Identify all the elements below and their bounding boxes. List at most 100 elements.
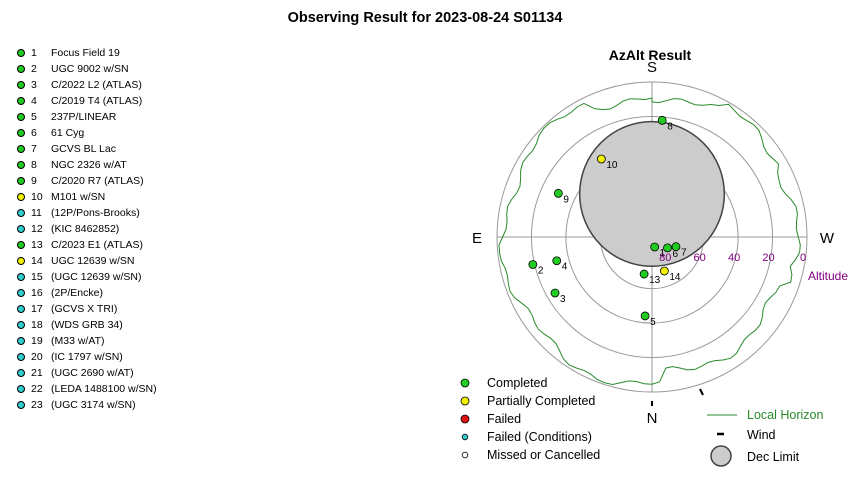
- target-name: NGC 2326 w/AT: [51, 159, 127, 171]
- target-list-item: 4 C/2019 T4 (ATLAS): [17, 93, 157, 109]
- legend-label: Wind: [747, 428, 776, 442]
- target-name: (UGC 3174 w/SN): [51, 399, 136, 411]
- target-name: C/2019 T4 (ATLAS): [51, 95, 143, 107]
- status-dot-icon: [17, 241, 25, 249]
- target-number: 14: [31, 255, 43, 267]
- dec-limit-disk: [578, 120, 726, 268]
- target-point-label: 2: [538, 266, 544, 277]
- status-legend: Completed Partially Completed Failed Failed…: [460, 376, 600, 462]
- target-name: (LEDA 1488100 w/SN): [51, 383, 157, 395]
- target-point-label: 6: [673, 249, 679, 260]
- target-list-item: 13 C/2023 E1 (ATLAS): [17, 237, 157, 253]
- target-number: 2: [31, 63, 37, 75]
- target-name: (12P/Pons-Brooks): [51, 207, 140, 219]
- target-point: [671, 242, 681, 252]
- status-dot-icon: [17, 289, 25, 297]
- local-horizon: [498, 97, 801, 386]
- status-dot-icon: [17, 177, 25, 185]
- legend-label: Completed: [487, 376, 547, 390]
- legend-label: Dec Limit: [747, 450, 800, 464]
- target-number: 20: [31, 351, 43, 363]
- target-point-label: 10: [606, 160, 618, 171]
- target-name: C/2022 L2 (ATLAS): [51, 79, 142, 91]
- target-name: M101 w/SN: [51, 191, 106, 203]
- target-name: (2P/Encke): [51, 287, 103, 299]
- target-list-item: 3 C/2022 L2 (ATLAS): [17, 77, 157, 93]
- target-number: 6: [31, 127, 37, 139]
- target-name: (GCVS X TRI): [51, 303, 118, 315]
- legend-dot-icon: [460, 378, 470, 388]
- status-dot-icon: [17, 305, 25, 313]
- legend-dot-icon: [461, 433, 469, 441]
- status-dot-icon: [17, 209, 25, 217]
- target-number: 4: [31, 95, 37, 107]
- legend-dot-icon: [461, 451, 469, 459]
- page-title: Observing Result for 2023-08-24 S01134: [287, 10, 563, 26]
- target-list-item: 20 (IC 1797 w/SN): [17, 349, 157, 365]
- target-list-item: 15 (UGC 12639 w/SN): [17, 269, 157, 285]
- target-name: (UGC 12639 w/SN): [51, 271, 142, 283]
- target-number: 12: [31, 223, 43, 235]
- target-list-item: 17 (GCVS X TRI): [17, 301, 157, 317]
- target-points: 1 2 3 4 5 6 7 8 9 10 13 14: [528, 115, 687, 328]
- status-dot-icon: [17, 49, 25, 57]
- altitude-tick-label: 80: [659, 252, 671, 264]
- legend-dot-icon: [460, 414, 470, 424]
- target-list-item: 12 (KIC 8462852): [17, 221, 157, 237]
- status-dot-icon: [17, 161, 25, 169]
- target-point: [650, 242, 660, 252]
- altitude-axis-title: Altitude: [808, 269, 848, 283]
- legend-label: Missed or Cancelled: [487, 448, 600, 462]
- target-number: 10: [31, 191, 43, 203]
- target-number: 18: [31, 319, 43, 331]
- target-number: 3: [31, 79, 37, 91]
- status-dot-icon: [17, 97, 25, 105]
- target-name: 237P/LINEAR: [51, 111, 117, 123]
- target-number: 21: [31, 367, 43, 379]
- target-list-item: 10 M101 w/SN: [17, 189, 157, 205]
- target-name: UGC 12639 w/SN: [51, 255, 135, 267]
- target-point-label: 9: [563, 194, 569, 205]
- target-point: [596, 154, 606, 164]
- altitude-tick-label: 60: [694, 252, 706, 264]
- compass-labels: S N E W: [472, 59, 835, 427]
- target-list-item: 9 C/2020 R7 (ATLAS): [17, 173, 157, 189]
- status-dot-icon: [17, 145, 25, 153]
- target-number: 9: [31, 175, 37, 187]
- target-list-item: 7 GCVS BL Lac: [17, 141, 157, 157]
- target-number: 23: [31, 399, 43, 411]
- status-dot-icon: [17, 225, 25, 233]
- target-list-item: 5 237P/LINEAR: [17, 109, 157, 125]
- legend-label: Failed (Conditions): [487, 430, 592, 444]
- target-number: 15: [31, 271, 43, 283]
- target-name: C/2020 R7 (ATLAS): [51, 175, 144, 187]
- target-number: 5: [31, 111, 37, 123]
- target-list-item: 14 UGC 12639 w/SN: [17, 253, 157, 269]
- target-number: 7: [31, 143, 37, 155]
- target-list-item: 11 (12P/Pons-Brooks): [17, 205, 157, 221]
- legend-dot-icon: [460, 396, 470, 406]
- target-number: 1: [31, 47, 37, 59]
- status-dot-icon: [17, 321, 25, 329]
- target-list-item: 18 (WDS GRB 34): [17, 317, 157, 333]
- altitude-tick-label: 20: [762, 252, 774, 264]
- target-point: [659, 266, 669, 276]
- target-point-label: 1: [660, 248, 666, 259]
- wind-marker: [699, 388, 704, 396]
- target-number: 22: [31, 383, 43, 395]
- target-list-item: 21 (UGC 2690 w/AT): [17, 365, 157, 381]
- target-name: C/2023 E1 (ATLAS): [51, 239, 144, 251]
- target-point-label: 8: [667, 121, 673, 132]
- status-dot-icon: [17, 81, 25, 89]
- dec-limit-legend-swatch: [710, 445, 732, 467]
- target-name: Focus Field 19: [51, 47, 120, 59]
- target-name: (M33 w/AT): [51, 335, 105, 347]
- target-list-item: 22 (LEDA 1488100 w/SN): [17, 381, 157, 397]
- status-dot-icon: [17, 401, 25, 409]
- target-list-item: 16 (2P/Encke): [17, 285, 157, 301]
- status-dot-icon: [17, 369, 25, 377]
- target-list-item: 19 (M33 w/AT): [17, 333, 157, 349]
- target-name: UGC 9002 w/SN: [51, 63, 129, 75]
